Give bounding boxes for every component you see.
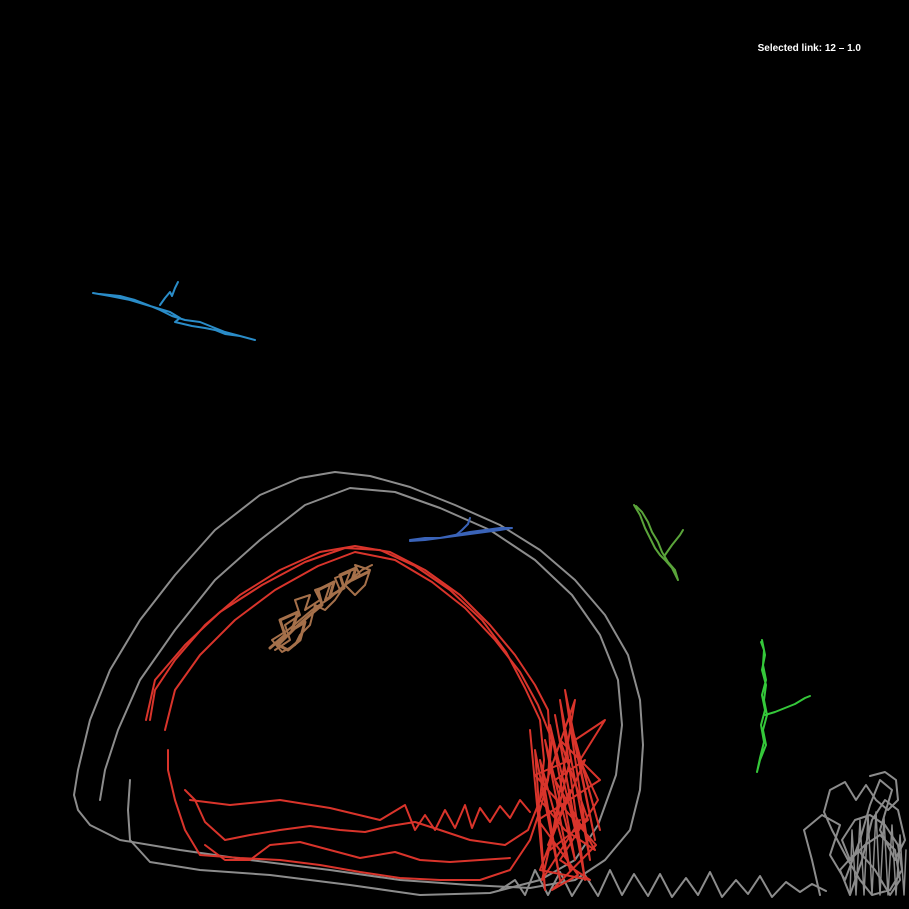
- bright-green-spike[interactable]: [764, 695, 811, 716]
- dark-blue-line[interactable]: [409, 527, 513, 542]
- red-dense-scribble[interactable]: [529, 689, 606, 891]
- brown-scribble[interactable]: [271, 564, 373, 653]
- grey-loop-trace[interactable]: [73, 471, 907, 898]
- grey-inner-loop[interactable]: [99, 487, 623, 896]
- olive-green-line[interactable]: [633, 504, 679, 581]
- grey-corner-cluster[interactable]: [803, 771, 906, 896]
- light-blue-trace[interactable]: [92, 281, 256, 341]
- selected-link-label: Selected link: 12 – 1.0: [758, 43, 861, 54]
- dark-blue-trace[interactable]: [409, 517, 513, 542]
- dark-blue-spike[interactable]: [454, 517, 471, 537]
- brown-cluster-trace[interactable]: [268, 564, 373, 653]
- brown-scribble-dense[interactable]: [268, 566, 370, 652]
- grey-outer-loop[interactable]: [73, 471, 644, 889]
- grey-corner-dense[interactable]: [849, 811, 907, 896]
- bright-green-line[interactable]: [756, 639, 768, 773]
- olive-green-trace[interactable]: [633, 504, 684, 581]
- grey-bottom-zigzag[interactable]: [499, 869, 827, 898]
- red-bottom-segment[interactable]: [189, 799, 531, 831]
- red-loop-trace[interactable]: [145, 545, 606, 891]
- light-blue-line[interactable]: [92, 292, 256, 341]
- bright-green-trace[interactable]: [756, 639, 811, 773]
- red-bottom-wave[interactable]: [204, 841, 511, 863]
- light-blue-spike[interactable]: [159, 281, 179, 306]
- olive-green-spike[interactable]: [664, 529, 684, 556]
- red-loop-third[interactable]: [164, 551, 553, 781]
- selected-link-text: Selected link: 12 – 1.0: [757, 43, 861, 54]
